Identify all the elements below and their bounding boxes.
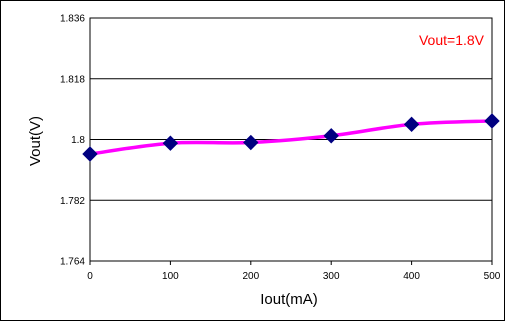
data-point-marker (82, 146, 98, 162)
x-axis-title: Iout(mA) (260, 291, 318, 308)
data-point-marker (484, 113, 500, 129)
data-point-marker (243, 134, 259, 151)
x-tick-label: 200 (242, 271, 259, 282)
x-tick-label: 100 (162, 271, 179, 282)
y-tick-label: 1.8 (71, 135, 85, 146)
y-tick-label: 1.782 (60, 196, 85, 207)
x-tick-label: 500 (484, 271, 501, 282)
data-point-marker (403, 116, 420, 133)
y-tick-labels: 1.836 1.818 1.8 1.782 1.764 (60, 14, 85, 268)
y-tick-label: 1.764 (60, 257, 85, 268)
series-layer (82, 113, 500, 162)
x-tick-labels: 0 100 200 300 400 500 (87, 271, 501, 282)
data-point-marker (162, 135, 179, 151)
y-axis-title: Vout(V) (27, 116, 44, 166)
data-point-marker (323, 128, 339, 144)
x-tick-label: 300 (323, 271, 340, 282)
y-tick-label: 1.818 (60, 74, 85, 85)
x-tick-label: 400 (403, 271, 420, 282)
x-tick-label: 0 (87, 271, 93, 282)
annotation-text: Vout=1.8V (419, 32, 485, 48)
y-tick-label: 1.836 (60, 14, 85, 25)
